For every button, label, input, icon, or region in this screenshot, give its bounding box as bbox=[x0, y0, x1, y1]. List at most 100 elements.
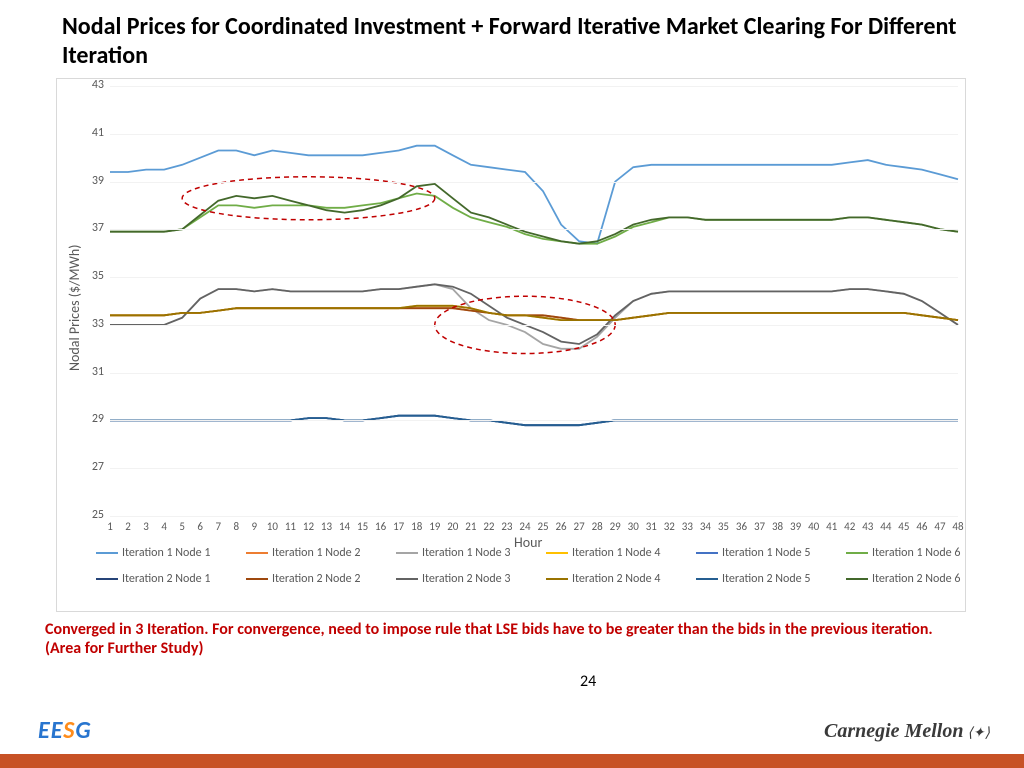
x-tick: 47 bbox=[932, 520, 948, 533]
x-tick: 4 bbox=[156, 520, 172, 533]
x-tick: 35 bbox=[715, 520, 731, 533]
legend-item: Iteration 1 Node 6 bbox=[846, 546, 996, 560]
legend-label: Iteration 1 Node 3 bbox=[422, 546, 510, 560]
carnegie-mellon-logo: Carnegie Mellon ⟨✦⟩ bbox=[824, 720, 990, 743]
x-tick: 39 bbox=[788, 520, 804, 533]
x-tick: 25 bbox=[535, 520, 551, 533]
chart-legend: Iteration 1 Node 1 Iteration 1 Node 2 Iter… bbox=[96, 546, 1002, 598]
x-tick: 48 bbox=[950, 520, 966, 533]
legend-item: Iteration 2 Node 3 bbox=[396, 572, 546, 586]
legend-swatch bbox=[846, 578, 868, 580]
legend-swatch bbox=[846, 552, 868, 554]
x-tick: 32 bbox=[661, 520, 677, 533]
x-tick: 21 bbox=[463, 520, 479, 533]
x-tick: 23 bbox=[499, 520, 515, 533]
series-line bbox=[110, 308, 958, 320]
legend-item: Iteration 1 Node 2 bbox=[246, 546, 396, 560]
x-tick: 45 bbox=[896, 520, 912, 533]
legend-label: Iteration 1 Node 6 bbox=[872, 546, 960, 560]
legend-label: Iteration 1 Node 4 bbox=[572, 546, 660, 560]
x-tick: 7 bbox=[210, 520, 226, 533]
x-tick: 43 bbox=[860, 520, 876, 533]
legend-label: Iteration 1 Node 2 bbox=[272, 546, 360, 560]
x-tick: 16 bbox=[373, 520, 389, 533]
x-tick: 31 bbox=[643, 520, 659, 533]
x-tick: 34 bbox=[697, 520, 713, 533]
series-line bbox=[110, 184, 958, 244]
x-tick: 40 bbox=[806, 520, 822, 533]
series-line bbox=[110, 308, 958, 320]
legend-swatch bbox=[546, 578, 568, 580]
legend-item: Iteration 1 Node 4 bbox=[546, 546, 696, 560]
x-tick: 2 bbox=[120, 520, 136, 533]
legend-label: Iteration 2 Node 4 bbox=[572, 572, 660, 586]
legend-swatch bbox=[96, 552, 118, 554]
legend-label: Iteration 2 Node 5 bbox=[722, 572, 810, 586]
eesg-logo: EESG bbox=[38, 716, 92, 745]
x-tick: 38 bbox=[770, 520, 786, 533]
series-line bbox=[110, 306, 958, 320]
x-tick: 10 bbox=[264, 520, 280, 533]
x-tick: 46 bbox=[914, 520, 930, 533]
x-tick: 19 bbox=[427, 520, 443, 533]
legend-item: Iteration 2 Node 2 bbox=[246, 572, 396, 586]
legend-swatch bbox=[396, 552, 418, 554]
x-tick: 24 bbox=[517, 520, 533, 533]
cmu-mark-icon: ⟨✦⟩ bbox=[963, 724, 990, 740]
series-line bbox=[110, 194, 958, 244]
legend-item: Iteration 1 Node 5 bbox=[696, 546, 846, 560]
x-tick: 17 bbox=[391, 520, 407, 533]
slide-title: Nodal Prices for Coordinated Investment … bbox=[62, 12, 962, 70]
y-axis-label: Nodal Prices ($/MWh) bbox=[66, 245, 83, 372]
x-tick: 8 bbox=[228, 520, 244, 533]
legend-swatch bbox=[546, 552, 568, 554]
x-tick: 1 bbox=[102, 520, 118, 533]
x-tick: 20 bbox=[445, 520, 461, 533]
legend-swatch bbox=[246, 552, 268, 554]
x-tick: 42 bbox=[842, 520, 858, 533]
line-chart-svg bbox=[110, 86, 958, 516]
legend-label: Iteration 2 Node 2 bbox=[272, 572, 360, 586]
legend-label: Iteration 2 Node 6 bbox=[872, 572, 960, 586]
x-tick: 5 bbox=[174, 520, 190, 533]
legend-swatch bbox=[96, 578, 118, 580]
x-tick: 33 bbox=[679, 520, 695, 533]
legend-item: Iteration 1 Node 3 bbox=[396, 546, 546, 560]
y-tick: 35 bbox=[74, 269, 104, 283]
x-tick: 22 bbox=[481, 520, 497, 533]
series-line bbox=[110, 284, 958, 344]
chart-plot-area bbox=[110, 86, 958, 516]
page-number: 24 bbox=[580, 672, 596, 691]
legend-item: Iteration 2 Node 1 bbox=[96, 572, 246, 586]
x-tick: 36 bbox=[733, 520, 749, 533]
x-tick: 9 bbox=[246, 520, 262, 533]
y-tick: 33 bbox=[74, 317, 104, 331]
x-tick: 12 bbox=[300, 520, 316, 533]
legend-label: Iteration 1 Node 1 bbox=[122, 546, 210, 560]
legend-swatch bbox=[396, 578, 418, 580]
legend-label: Iteration 2 Node 3 bbox=[422, 572, 510, 586]
legend-swatch bbox=[696, 552, 718, 554]
footnote-text: Converged in 3 Iteration. For convergenc… bbox=[45, 620, 965, 658]
legend-item: Iteration 2 Node 6 bbox=[846, 572, 996, 586]
y-tick: 43 bbox=[74, 78, 104, 92]
legend-label: Iteration 1 Node 5 bbox=[722, 546, 810, 560]
x-tick: 15 bbox=[355, 520, 371, 533]
x-tick: 6 bbox=[192, 520, 208, 533]
y-tick: 27 bbox=[74, 460, 104, 474]
footer-bar bbox=[0, 754, 1024, 768]
legend-label: Iteration 2 Node 1 bbox=[122, 572, 210, 586]
x-tick: 29 bbox=[607, 520, 623, 533]
x-tick: 18 bbox=[409, 520, 425, 533]
x-tick: 26 bbox=[553, 520, 569, 533]
x-tick: 30 bbox=[625, 520, 641, 533]
x-tick: 3 bbox=[138, 520, 154, 533]
x-tick: 37 bbox=[752, 520, 768, 533]
y-tick: 37 bbox=[74, 221, 104, 235]
y-tick: 31 bbox=[74, 365, 104, 379]
y-tick: 29 bbox=[74, 412, 104, 426]
x-tick: 27 bbox=[571, 520, 587, 533]
y-tick: 25 bbox=[74, 508, 104, 522]
x-tick: 14 bbox=[337, 520, 353, 533]
legend-item: Iteration 1 Node 1 bbox=[96, 546, 246, 560]
